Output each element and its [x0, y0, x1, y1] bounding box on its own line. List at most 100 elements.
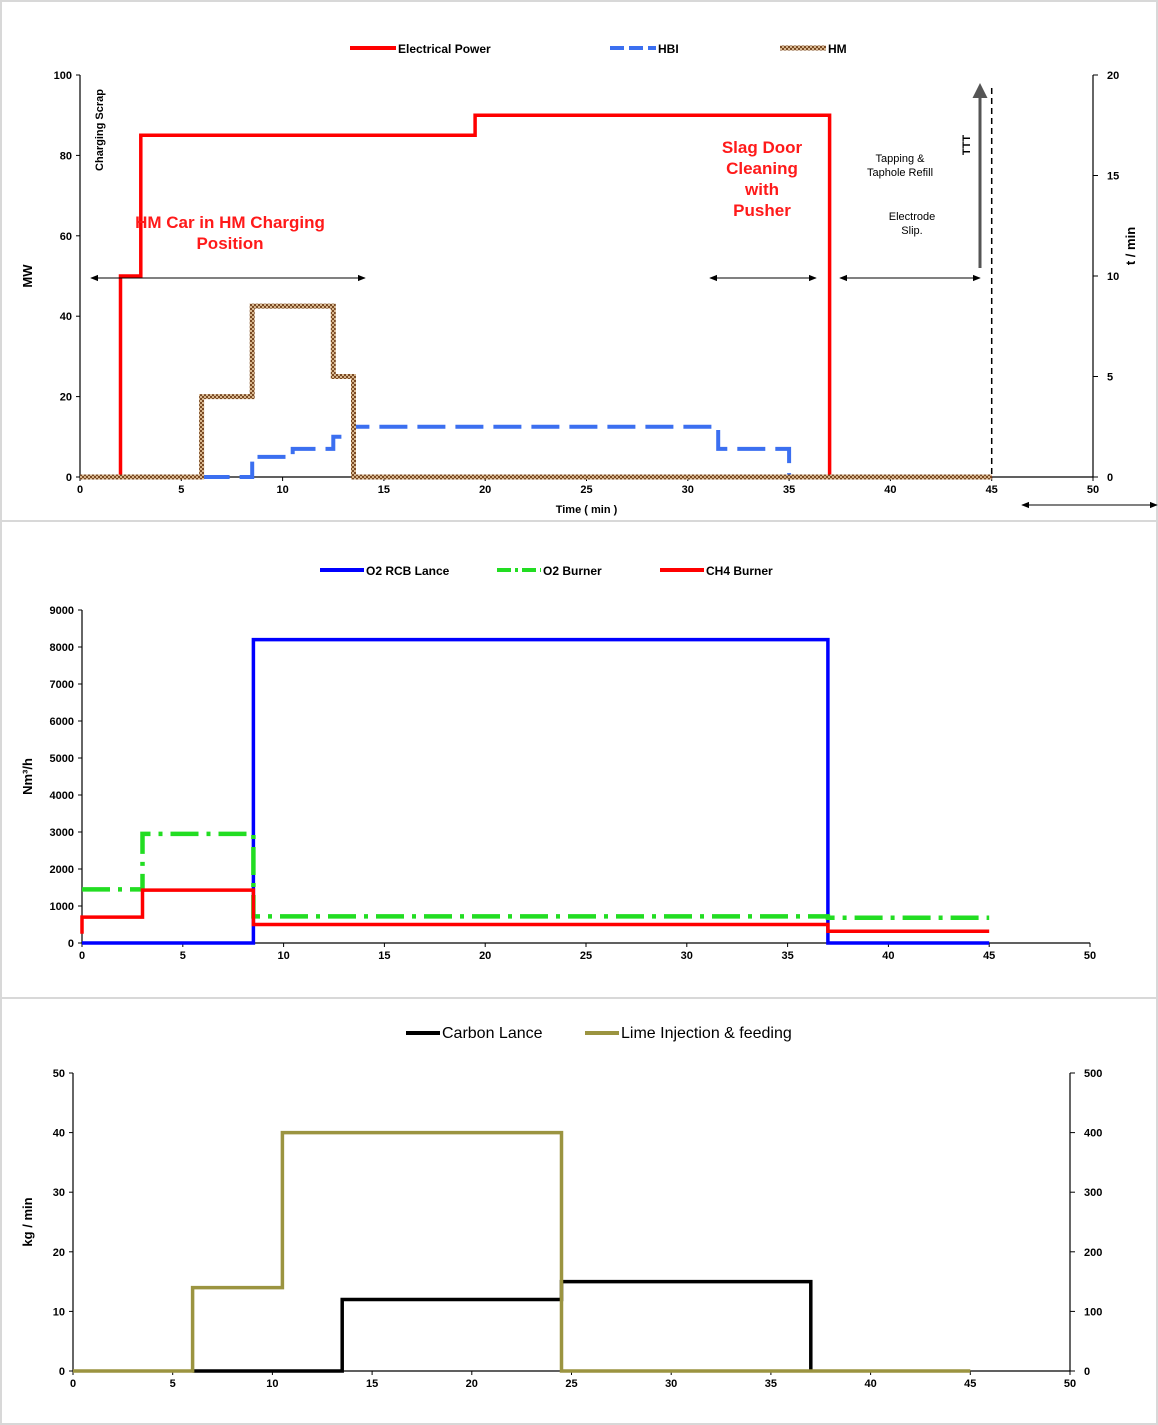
slag-door-label: Cleaning — [726, 159, 798, 178]
y-tick-label: 7000 — [50, 679, 74, 691]
y-tick-label: 8000 — [50, 642, 74, 654]
electrode-label-2: Slip. — [901, 225, 922, 237]
y-tick-label: 0 — [66, 472, 72, 484]
injection-chart: 0 5 10 15 20 25 30 35 40 45 5001020304050010020030… — [20, 1025, 1102, 1390]
tapping-label-2: Taphole Refill — [867, 167, 933, 179]
y2-tick-label: 200 — [1084, 1247, 1102, 1259]
x-tick-label: 40 — [882, 950, 894, 962]
panel-frame-injection — [0, 997, 1158, 1425]
y-tick-label: 60 — [60, 231, 72, 243]
x-tick-label: 40 — [864, 1378, 876, 1390]
x-tick-label: 0 — [79, 950, 85, 962]
y2-tick-label: 300 — [1084, 1187, 1102, 1199]
x-tick-label: 0 — [70, 1378, 76, 1390]
x-tick-label: 5 — [180, 950, 186, 962]
y-tick-label: 2000 — [50, 864, 74, 876]
series-line — [201, 424, 792, 479]
x-tick-label: 30 — [681, 950, 693, 962]
y-axis-title: kg / min — [20, 1197, 35, 1246]
y2-tick-label: 10 — [1107, 271, 1119, 283]
legend-label: O2 RCB Lance — [366, 564, 450, 578]
legend-label: CH4 Burner — [706, 564, 773, 578]
x-tick-label: 45 — [964, 1378, 976, 1390]
y2-tick-label: 20 — [1107, 70, 1119, 82]
y-tick-label: 1000 — [50, 901, 74, 913]
y-tick-label: 30 — [53, 1187, 65, 1199]
y2-tick-label: 0 — [1084, 1366, 1090, 1378]
y-axis-title: Nm³/h — [20, 758, 35, 795]
y-tick-label: 100 — [54, 70, 72, 82]
series-line — [82, 637, 990, 945]
y-tick-label: 40 — [53, 1128, 65, 1140]
x-tick-label: 35 — [765, 1378, 777, 1390]
x-tick-label: 20 — [479, 484, 491, 496]
x-tick-label: 25 — [580, 484, 592, 496]
series-line — [80, 113, 992, 479]
y-tick-label: 9000 — [50, 605, 74, 617]
x-tick-label: 15 — [366, 1378, 378, 1390]
y2-tick-label: 0 — [1107, 472, 1113, 484]
x-tick-label: 0 — [77, 484, 83, 496]
x-tick-label: 10 — [276, 484, 288, 496]
x-tick-label: 50 — [1084, 950, 1096, 962]
series-line — [80, 888, 990, 934]
y2-tick-label: 500 — [1084, 1068, 1102, 1080]
slag-door-label: with — [744, 180, 779, 199]
charging-scrap-label: Charging Scrap — [94, 89, 106, 171]
legend-label: HBI — [658, 42, 679, 56]
y2-tick-label: 5 — [1107, 372, 1113, 384]
y-tick-label: 20 — [53, 1247, 65, 1259]
x-tick-label: 15 — [378, 950, 390, 962]
y-tick-label: 40 — [60, 311, 72, 323]
y-tick-label: 10 — [53, 1306, 65, 1318]
x-tick-label: 5 — [178, 484, 184, 496]
x-tick-label: 30 — [665, 1378, 677, 1390]
series-line — [192, 1279, 813, 1373]
gas-chart: 0 5 10 15 20 25 30 35 40 45 50 0 1000 2000 3000 4000 500… — [20, 564, 1096, 962]
power-chart: 0 5 10 15 20 25 30 35 40 45 50 0 20 40 60 80 100 0 5 10 15 20… — [20, 42, 1158, 516]
y2-tick-label: 100 — [1084, 1306, 1102, 1318]
ttt-label: TTT — [961, 135, 973, 155]
y-tick-label: 0 — [68, 938, 74, 950]
panel-frame-power — [0, 0, 1158, 522]
legend-label: Carbon Lance — [442, 1025, 543, 1042]
legend-label: Lime Injection & feeding — [621, 1025, 792, 1042]
slag-door-label: Pusher — [733, 201, 791, 220]
legend-label: O2 Burner — [543, 564, 602, 578]
x-tick-label: 15 — [378, 484, 390, 496]
legend-label: Electrical Power — [398, 42, 491, 56]
y-tick-label: 20 — [60, 392, 72, 404]
y-tick-label: 0 — [59, 1366, 65, 1378]
x-tick-label: 35 — [783, 484, 795, 496]
y-tick-label: 5000 — [50, 753, 74, 765]
series-line — [80, 303, 992, 480]
x-tick-label: 20 — [466, 1378, 478, 1390]
y-tick-label: 80 — [60, 150, 72, 162]
x-axis-title: Time ( min ) — [556, 504, 618, 516]
x-tick-label: 50 — [1087, 484, 1099, 496]
tapping-label-1: Tapping & — [876, 153, 926, 165]
x-tick-label: 10 — [266, 1378, 278, 1390]
slag-door-label: Slag Door — [722, 138, 803, 157]
y-tick-label: 4000 — [50, 790, 74, 802]
legend-label: HM — [828, 42, 847, 56]
y2-tick-label: 400 — [1084, 1128, 1102, 1140]
x-tick-label: 40 — [884, 484, 896, 496]
x-tick-label: 45 — [983, 950, 995, 962]
series-line — [73, 1130, 971, 1373]
panel-frame-gas — [0, 520, 1158, 999]
x-tick-label: 20 — [479, 950, 491, 962]
x-tick-label: 30 — [682, 484, 694, 496]
y2-axis-title: t / min — [1123, 227, 1138, 265]
x-tick-label: 50 — [1064, 1378, 1076, 1390]
hm-car-label-2: Position — [196, 234, 263, 253]
x-tick-label: 10 — [277, 950, 289, 962]
x-tick-label: 25 — [565, 1378, 577, 1390]
y-tick-label: 50 — [53, 1068, 65, 1080]
y-axis-title: MW — [20, 264, 35, 288]
x-tick-label: 25 — [580, 950, 592, 962]
hm-car-label-1: HM Car in HM Charging — [135, 213, 325, 232]
series-line — [82, 831, 990, 921]
